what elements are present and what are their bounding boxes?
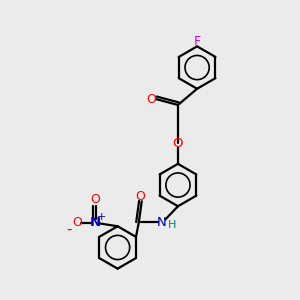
Text: N: N [90,216,101,229]
Text: +: + [97,212,106,222]
Text: H: H [168,220,176,230]
Text: -: - [66,222,72,237]
Text: F: F [194,34,201,48]
Text: O: O [173,137,183,150]
Text: O: O [135,190,145,203]
Text: O: O [72,216,82,229]
Text: O: O [91,193,100,206]
Text: O: O [146,93,156,106]
Text: N: N [157,216,167,229]
